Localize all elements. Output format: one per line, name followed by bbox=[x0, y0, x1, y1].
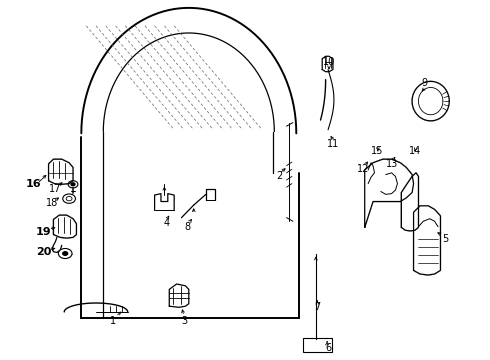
Text: 1: 1 bbox=[110, 316, 116, 325]
Polygon shape bbox=[412, 81, 449, 121]
Text: 13: 13 bbox=[386, 159, 398, 169]
Text: 19: 19 bbox=[36, 227, 51, 237]
Polygon shape bbox=[53, 215, 76, 238]
Text: 6: 6 bbox=[325, 343, 331, 353]
Text: 11: 11 bbox=[327, 139, 339, 149]
Bar bbox=[303, 338, 332, 352]
Polygon shape bbox=[49, 159, 73, 184]
Circle shape bbox=[63, 252, 68, 255]
Circle shape bbox=[71, 183, 75, 186]
Polygon shape bbox=[414, 206, 441, 275]
Text: 3: 3 bbox=[181, 316, 187, 325]
Text: 9: 9 bbox=[422, 78, 428, 88]
Text: 12: 12 bbox=[357, 164, 369, 174]
Text: 10: 10 bbox=[323, 57, 335, 67]
Text: 2: 2 bbox=[276, 171, 282, 181]
Text: 8: 8 bbox=[184, 222, 191, 231]
Polygon shape bbox=[401, 173, 418, 231]
Text: 7: 7 bbox=[314, 302, 320, 312]
Circle shape bbox=[58, 248, 72, 258]
Text: 4: 4 bbox=[164, 218, 170, 228]
Circle shape bbox=[63, 194, 75, 203]
Text: 5: 5 bbox=[442, 234, 448, 244]
Text: 14: 14 bbox=[409, 146, 421, 156]
Polygon shape bbox=[365, 159, 414, 227]
Text: 20: 20 bbox=[36, 247, 51, 257]
Text: 16: 16 bbox=[26, 179, 42, 189]
Text: 15: 15 bbox=[371, 146, 383, 156]
Text: 18: 18 bbox=[46, 198, 58, 208]
Text: 17: 17 bbox=[49, 184, 62, 194]
